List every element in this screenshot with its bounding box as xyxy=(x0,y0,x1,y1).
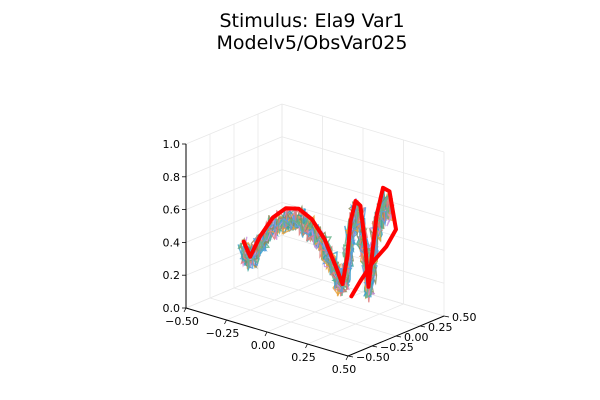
floor-grid-line-y xyxy=(257,277,421,327)
back-wall-grid-line-z xyxy=(281,136,445,186)
side-wall-grid-line-z xyxy=(185,169,283,210)
y-tick-label: −0.25 xyxy=(380,341,414,354)
y-tick-label: −0.50 xyxy=(356,351,390,364)
side-wall-grid-line-z xyxy=(185,136,283,178)
tick-labels-layer: −0.50−0.250.000.250.50−0.50−0.250.000.25… xyxy=(163,138,477,376)
x-tick-label: 0.00 xyxy=(251,339,276,352)
x-tick-label: 0.25 xyxy=(291,351,316,364)
y-tick-mark xyxy=(371,345,378,348)
z-tick-label: 0.6 xyxy=(163,204,181,217)
x-tick-mark xyxy=(264,331,268,337)
back-wall-grid-line-z xyxy=(281,103,445,153)
chart-title-line-1: Stimulus: Ela9 Var1 xyxy=(219,10,404,32)
floor-grid-line-y xyxy=(209,297,373,347)
side-wall-grid-line-z xyxy=(185,103,283,145)
y-tick-mark xyxy=(347,355,354,358)
z-tick-label: 0.8 xyxy=(163,171,181,184)
x-tick-label: −0.50 xyxy=(165,315,199,328)
x-tick-mark xyxy=(183,307,187,313)
stimulus-path xyxy=(241,185,398,299)
x-tick-label: 0.50 xyxy=(332,363,357,376)
back-wall-grid-line-z xyxy=(281,267,445,317)
side-wall-grid-line-z xyxy=(185,202,283,243)
x-tick-label: −0.25 xyxy=(206,327,240,340)
y-tick-label: 0.50 xyxy=(452,311,477,324)
y-tick-label: 0.00 xyxy=(404,331,429,344)
floor-grid-line-y xyxy=(233,287,397,337)
z-tick-label: 1.0 xyxy=(163,138,181,151)
x-tick-mark xyxy=(224,319,227,325)
y-tick-mark xyxy=(419,325,426,328)
z-tick-label: 0.2 xyxy=(163,269,181,282)
y-tick-mark xyxy=(443,315,450,318)
y-tick-mark xyxy=(395,335,402,338)
z-tick-label: 0.0 xyxy=(163,302,181,315)
axes-layer xyxy=(182,143,450,361)
z-tick-label: 0.4 xyxy=(163,236,181,249)
x-tick-mark xyxy=(345,355,349,361)
back-wall-grid-line-z xyxy=(281,169,445,218)
side-wall-grid-line-z xyxy=(185,267,283,309)
series-layer xyxy=(237,185,398,303)
y-tick-label: 0.25 xyxy=(428,321,453,334)
chart-title-line-2: Modelv5/ObsVar025 xyxy=(217,32,408,54)
x-tick-mark xyxy=(305,343,308,349)
